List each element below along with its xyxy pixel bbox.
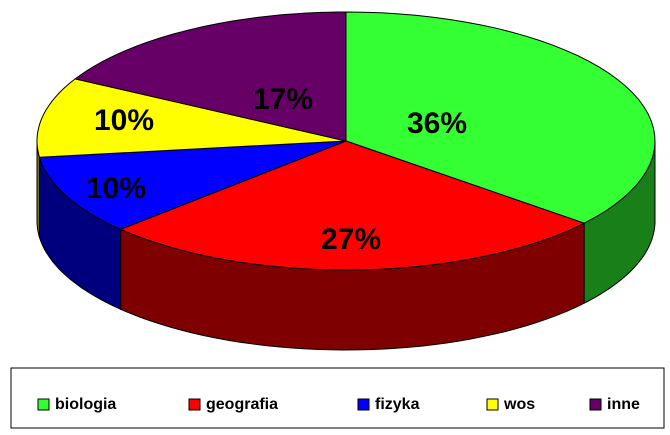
legend-label: wos [503, 396, 535, 413]
data-label: 17% [253, 83, 313, 116]
legend-swatch [188, 398, 201, 411]
data-label: 27% [321, 223, 381, 256]
legend-label: inne [607, 396, 640, 413]
legend-box [10, 367, 665, 429]
pie: 36% 27% 10% 10% 17% [36, 11, 656, 351]
data-label: 36% [407, 107, 467, 140]
data-label: 10% [86, 172, 146, 205]
legend-swatch [37, 398, 50, 411]
data-label: 10% [94, 104, 154, 137]
pie-slice [38, 140, 347, 230]
pie-slice [36, 78, 347, 158]
legend-label: geografia [206, 396, 278, 413]
legend-swatch [589, 398, 602, 411]
pie-slice [74, 11, 347, 142]
legend-swatch [357, 398, 370, 411]
legend-swatch [486, 398, 499, 411]
pie-slice [345, 11, 656, 224]
legend-label: biologia [55, 396, 116, 413]
legend-label: fizyka [375, 396, 420, 413]
legend: biologia geografia fizyka wos inne [37, 396, 640, 413]
pie-slice [119, 140, 586, 271]
